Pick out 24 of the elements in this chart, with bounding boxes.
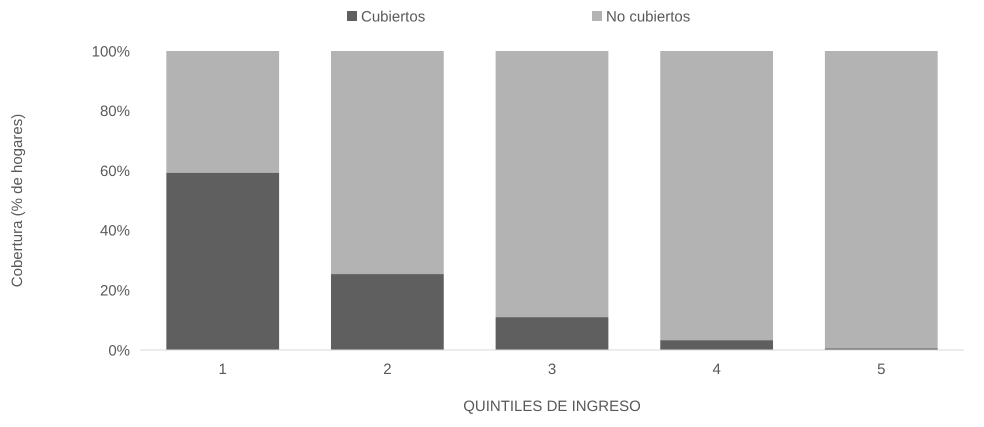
bar — [166, 51, 280, 173]
bar — [330, 51, 444, 274]
x-tick-label: 2 — [383, 361, 392, 378]
x-tick-label: 3 — [548, 361, 556, 378]
bar — [824, 51, 938, 349]
y-tick-label: 80% — [100, 103, 130, 120]
bar — [660, 340, 774, 350]
bar — [496, 317, 608, 350]
legend-label: No cubiertos — [606, 8, 690, 26]
y-tick-label: 40% — [100, 222, 130, 240]
x-tick-label: 1 — [218, 361, 227, 378]
y-tick-label: 0% — [108, 342, 130, 360]
x-tick-label: 5 — [877, 361, 886, 378]
x-tick-label: 4 — [712, 361, 721, 378]
bar — [166, 172, 280, 350]
bar — [330, 274, 444, 350]
x-axis-title: QUINTILES DE INGRESO — [463, 398, 641, 415]
y-axis-title: Cobertura (% de hogares) — [9, 114, 26, 288]
y-tick-label: 60% — [100, 162, 130, 180]
y-tick-label: 20% — [100, 282, 130, 300]
y-tick-label: 100% — [92, 43, 130, 60]
bar — [496, 51, 608, 318]
legend-label: Cubiertos — [361, 8, 426, 26]
bar — [660, 51, 774, 340]
